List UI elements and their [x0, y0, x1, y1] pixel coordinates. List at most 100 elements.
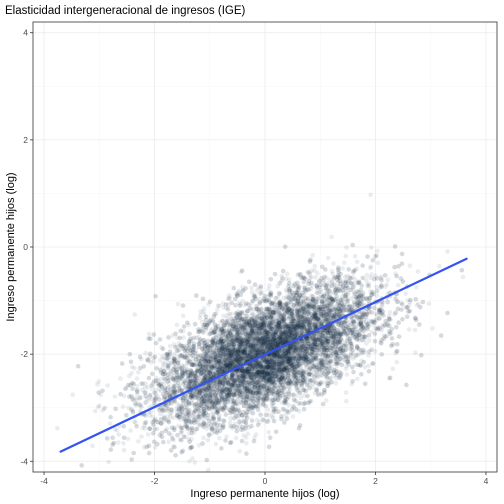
data-point: [169, 355, 175, 360]
data-point: [352, 313, 358, 319]
data-point: [275, 358, 281, 364]
data-point: [246, 350, 251, 356]
data-point: [278, 362, 283, 368]
data-point: [358, 317, 363, 322]
data-point: [275, 390, 281, 395]
data-point: [263, 324, 269, 330]
data-point: [226, 345, 232, 350]
data-point: [324, 398, 329, 403]
data-point: [236, 348, 241, 353]
data-point: [323, 335, 328, 341]
data-point: [282, 378, 287, 384]
data-point: [209, 430, 215, 436]
data-point: [274, 373, 280, 379]
data-point: [302, 316, 308, 321]
data-point: [303, 366, 309, 372]
data-point: [234, 362, 240, 367]
data-point: [313, 307, 319, 313]
data-point: [333, 288, 338, 293]
data-point: [361, 326, 366, 332]
data-point: [248, 363, 254, 369]
data-point: [152, 395, 158, 401]
data-point: [286, 301, 292, 306]
data-point: [312, 390, 318, 396]
data-point: [284, 362, 290, 367]
data-point: [285, 347, 291, 353]
data-point: [173, 370, 178, 375]
data-point: [288, 368, 293, 373]
data-point: [183, 385, 188, 390]
data-point: [369, 329, 374, 335]
data-point: [413, 350, 418, 356]
data-point: [215, 367, 221, 373]
data-point: [220, 339, 226, 344]
data-point: [254, 351, 260, 356]
data-point: [256, 383, 262, 389]
data-point: [270, 415, 276, 421]
data-point: [205, 350, 210, 355]
data-point: [310, 384, 315, 390]
data-point: [260, 310, 265, 316]
data-point: [270, 320, 276, 325]
data-point: [260, 387, 265, 392]
data-point: [289, 311, 295, 317]
data-point: [214, 404, 220, 410]
data-point: [194, 377, 200, 383]
data-point: [257, 349, 262, 355]
data-point: [310, 325, 316, 331]
data-point: [315, 319, 321, 325]
data-point: [287, 344, 293, 349]
data-point: [351, 268, 356, 274]
data-point: [238, 340, 243, 346]
data-point: [248, 334, 253, 340]
data-point: [272, 360, 278, 366]
data-point: [258, 384, 263, 390]
data-point: [293, 364, 298, 370]
data-point: [288, 314, 294, 319]
data-point: [231, 342, 237, 348]
data-point: [221, 369, 226, 374]
data-point: [213, 402, 219, 407]
data-point: [199, 378, 204, 383]
data-point: [249, 361, 254, 367]
data-point: [360, 291, 366, 296]
data-point: [244, 388, 249, 393]
data-point: [285, 335, 291, 340]
data-point: [354, 259, 360, 265]
data-point: [258, 338, 264, 344]
data-point: [250, 297, 255, 303]
data-point: [221, 345, 227, 351]
data-point: [460, 274, 466, 280]
data-point: [243, 338, 248, 344]
data-point: [269, 388, 275, 394]
data-point: [254, 387, 259, 392]
data-point: [282, 400, 287, 406]
data-point: [227, 335, 232, 341]
data-point: [218, 379, 223, 385]
data-point: [268, 303, 274, 308]
data-point: [321, 301, 327, 307]
data-point: [167, 343, 173, 349]
data-point: [268, 326, 274, 331]
data-point: [328, 326, 334, 332]
data-point: [248, 344, 253, 349]
data-point: [283, 346, 289, 352]
data-point: [245, 330, 251, 335]
data-point: [162, 381, 167, 386]
data-point: [323, 338, 328, 344]
data-point: [263, 375, 269, 381]
data-point: [176, 423, 181, 429]
data-point: [261, 339, 267, 345]
data-point: [136, 369, 141, 375]
data-point: [200, 353, 205, 358]
data-point: [265, 380, 270, 385]
data-point: [243, 355, 248, 361]
data-point: [286, 385, 292, 391]
data-point: [333, 331, 339, 336]
data-point: [314, 369, 320, 375]
data-point: [235, 353, 240, 358]
data-point: [238, 392, 243, 398]
data-point: [258, 306, 264, 312]
data-point: [203, 421, 208, 427]
data-point: [247, 376, 252, 381]
